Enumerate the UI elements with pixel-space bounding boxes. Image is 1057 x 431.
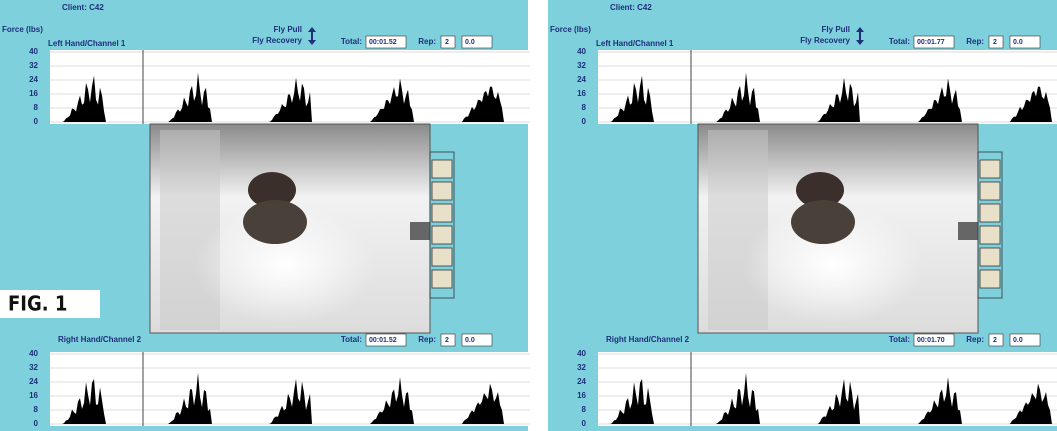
y-tick-label: 16 bbox=[577, 391, 586, 400]
total-label: Total: bbox=[341, 37, 362, 46]
total-label: Total: bbox=[341, 335, 362, 344]
y-tick-label: 24 bbox=[577, 75, 586, 84]
extra-value: 0.0 bbox=[465, 337, 475, 344]
force-label: Force (lbs) bbox=[2, 25, 43, 34]
y-tick-label: 24 bbox=[29, 75, 38, 84]
y-tick-label: 40 bbox=[29, 47, 38, 56]
y-tick-label: 8 bbox=[582, 103, 587, 112]
swimmer-body bbox=[243, 200, 307, 244]
total-value: 00:01.70 bbox=[917, 337, 945, 344]
rep-value: 2 bbox=[445, 39, 449, 46]
force-label: Force (lbs) bbox=[550, 25, 591, 34]
rep-label: Rep: bbox=[966, 335, 984, 344]
video-control-button[interactable] bbox=[980, 226, 1000, 244]
video-control-button[interactable] bbox=[432, 204, 452, 222]
video-control-button[interactable] bbox=[980, 270, 1000, 288]
video-control-button[interactable] bbox=[980, 204, 1000, 222]
video-control-button[interactable] bbox=[432, 226, 452, 244]
rep-value: 2 bbox=[445, 337, 449, 344]
pool-lane bbox=[160, 130, 220, 330]
pool-lane bbox=[708, 130, 768, 330]
rep-label: Rep: bbox=[418, 335, 436, 344]
y-tick-label: 16 bbox=[29, 89, 38, 98]
video-control-button[interactable] bbox=[980, 160, 1000, 178]
legend-pull: Fly Pull bbox=[274, 25, 302, 34]
video-control-button[interactable] bbox=[432, 248, 452, 266]
client-label: Client: C42 bbox=[62, 3, 104, 12]
video-control-button[interactable] bbox=[432, 160, 452, 178]
swimmer-body bbox=[791, 200, 855, 244]
y-tick-label: 32 bbox=[577, 363, 586, 372]
total-label: Total: bbox=[889, 335, 910, 344]
channel-label: Right Hand/Channel 2 bbox=[58, 335, 142, 344]
y-tick-label: 40 bbox=[29, 349, 38, 358]
channel-label: Left Hand/Channel 1 bbox=[48, 39, 126, 48]
video-control-button[interactable] bbox=[980, 248, 1000, 266]
extra-value: 0.0 bbox=[1013, 39, 1023, 46]
rep-value: 2 bbox=[993, 39, 997, 46]
y-tick-label: 16 bbox=[29, 391, 38, 400]
total-value: 00:01.77 bbox=[917, 39, 945, 46]
channel-label: Right Hand/Channel 2 bbox=[606, 335, 690, 344]
figure: Client: C42 Force (lbs) Left Hand/Channel … bbox=[0, 0, 1057, 431]
y-tick-label: 0 bbox=[34, 117, 39, 126]
app-window: Client: C42 Force (lbs) Left Hand/Channel … bbox=[548, 0, 1057, 431]
extra-value: 0.0 bbox=[1013, 337, 1023, 344]
app-window: Client: C42 Force (lbs) Left Hand/Channel … bbox=[0, 0, 530, 431]
rep-value: 2 bbox=[993, 337, 997, 344]
client-label: Client: C42 bbox=[610, 3, 652, 12]
extra-value: 0.0 bbox=[465, 39, 475, 46]
total-label: Total: bbox=[889, 37, 910, 46]
total-value: 00:01.52 bbox=[369, 39, 397, 46]
rep-label: Rep: bbox=[418, 37, 436, 46]
y-tick-label: 32 bbox=[29, 61, 38, 70]
fig-label: FIG. 1 bbox=[8, 292, 67, 316]
lane-marker bbox=[958, 222, 978, 240]
legend-recovery: Fly Recovery bbox=[252, 36, 302, 45]
lane-marker bbox=[410, 222, 430, 240]
total-value: 00:01.52 bbox=[369, 337, 397, 344]
y-tick-label: 24 bbox=[577, 377, 586, 386]
y-tick-label: 8 bbox=[582, 405, 587, 414]
channel-label: Left Hand/Channel 1 bbox=[596, 39, 674, 48]
y-tick-label: 0 bbox=[34, 419, 39, 428]
video-control-button[interactable] bbox=[432, 270, 452, 288]
rep-label: Rep: bbox=[966, 37, 984, 46]
legend-pull: Fly Pull bbox=[822, 25, 850, 34]
y-tick-label: 8 bbox=[34, 405, 39, 414]
video-control-button[interactable] bbox=[980, 182, 1000, 200]
y-tick-label: 40 bbox=[577, 349, 586, 358]
video-control-button[interactable] bbox=[432, 182, 452, 200]
y-tick-label: 40 bbox=[577, 47, 586, 56]
y-tick-label: 24 bbox=[29, 377, 38, 386]
y-tick-label: 0 bbox=[582, 117, 587, 126]
legend-recovery: Fly Recovery bbox=[800, 36, 850, 45]
y-tick-label: 32 bbox=[577, 61, 586, 70]
y-tick-label: 8 bbox=[34, 103, 39, 112]
y-tick-label: 0 bbox=[582, 419, 587, 428]
y-tick-label: 32 bbox=[29, 363, 38, 372]
y-tick-label: 16 bbox=[577, 89, 586, 98]
